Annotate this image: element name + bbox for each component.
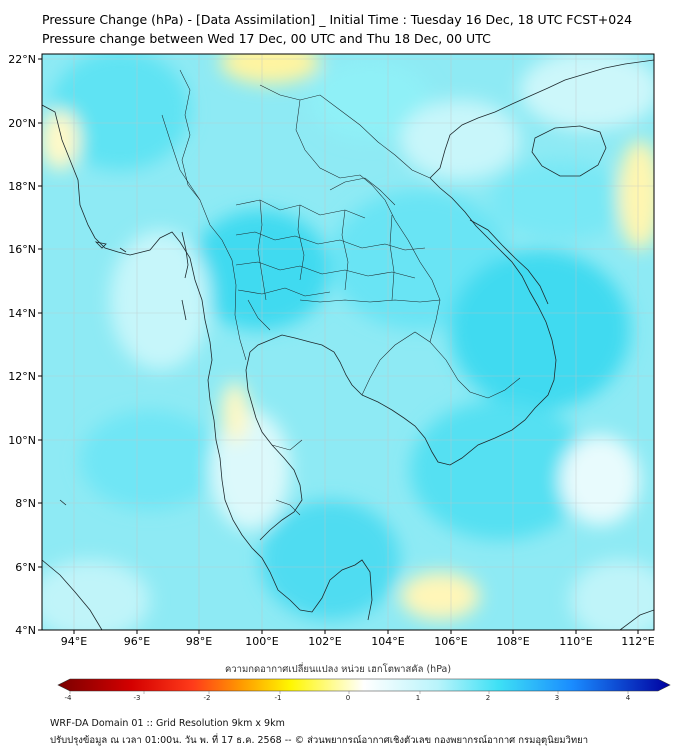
lon-label: 98°E <box>186 635 212 648</box>
lat-label: 6°N <box>15 561 36 574</box>
lat-label: 4°N <box>15 624 36 637</box>
coastlines <box>42 59 654 630</box>
footer-credit: ปรับปรุงข้อมูล ณ เวลา 01:00น. วัน พ. ที่… <box>50 735 589 746</box>
colorbar-bar <box>57 678 671 692</box>
colorbar: -4 -3 -2 -1 0 1 2 3 4 <box>57 678 671 702</box>
lat-labels: 22°N 20°N 18°N 16°N 14°N 12°N 10°N 8°N 6… <box>8 53 36 637</box>
pressure-field <box>42 54 654 630</box>
lat-label: 18°N <box>8 180 36 193</box>
colorbar-tick-label: 2 <box>486 694 490 702</box>
lon-label: 106°E <box>434 635 467 648</box>
lat-label: 8°N <box>15 497 36 510</box>
colorbar-tick-label: -1 <box>275 694 282 702</box>
grid-lines <box>42 54 654 630</box>
colorbar-tick-label: 3 <box>555 694 559 702</box>
colorbar-tick-label: -3 <box>134 694 141 702</box>
lat-label: 14°N <box>8 307 36 320</box>
lat-label: 22°N <box>8 53 36 66</box>
lon-label: 94°E <box>61 635 87 648</box>
tick-marks <box>38 58 639 634</box>
map-title: Pressure Change (hPa) - [Data Assimilati… <box>42 12 633 27</box>
boundaries <box>161 69 521 516</box>
colorbar-label: ความกดอากาศเปลี่ยนแปลง หน่วย เฮกโตพาสคัล… <box>224 664 452 675</box>
colorbar-tick-label: 1 <box>416 694 420 702</box>
footer-model-info: WRF-DA Domain 01 :: Grid Resolution 9km … <box>50 718 285 729</box>
lat-label: 20°N <box>8 117 36 130</box>
colorbar-ticks <box>69 691 629 694</box>
map-subtitle: Pressure change between Wed 17 Dec, 00 U… <box>42 31 491 46</box>
lon-labels: 94°E 96°E 98°E 100°E 102°E 104°E 106°E 1… <box>61 635 655 648</box>
lon-label: 112°E <box>621 635 654 648</box>
lon-label: 108°E <box>496 635 529 648</box>
colorbar-tick-label: -2 <box>204 694 211 702</box>
lat-label: 16°N <box>8 243 36 256</box>
lon-label: 102°E <box>308 635 341 648</box>
lat-label: 10°N <box>8 434 36 447</box>
lat-label: 12°N <box>8 370 36 383</box>
lon-label: 110°E <box>559 635 592 648</box>
lon-label: 104°E <box>371 635 404 648</box>
colorbar-tick-label: 0 <box>346 694 350 702</box>
lon-label: 96°E <box>124 635 150 648</box>
colorbar-tick-label: -4 <box>65 694 73 702</box>
map-frame <box>41 53 655 631</box>
lon-label: 100°E <box>245 635 278 648</box>
colorbar-tick-label: 4 <box>626 694 631 702</box>
